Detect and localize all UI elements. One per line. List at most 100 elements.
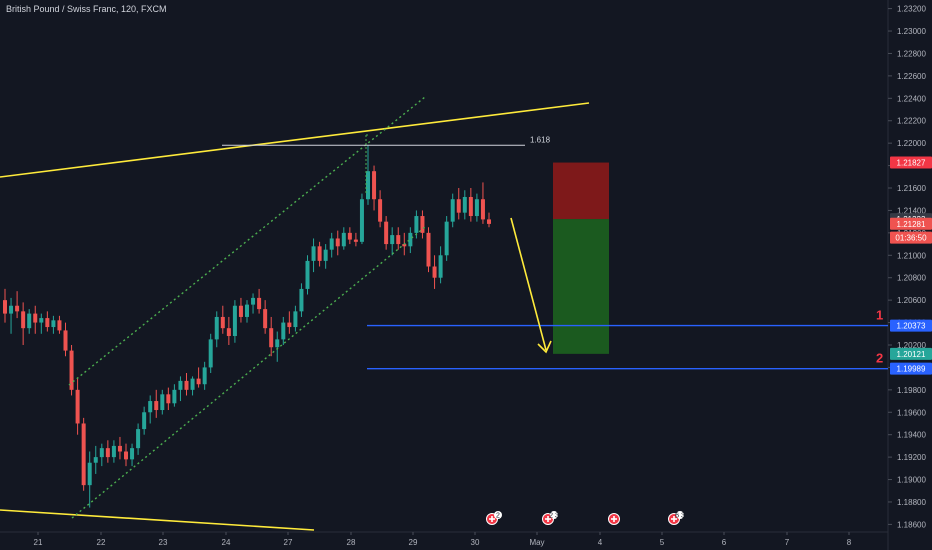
- x-tick-label: 4: [598, 538, 603, 547]
- candle-body: [111, 445, 116, 458]
- target-level-number: 2: [876, 351, 883, 366]
- candle: [166, 387, 171, 411]
- candle-body: [299, 288, 304, 312]
- candle-body: [172, 389, 177, 404]
- y-tick-label: 1.23000: [897, 27, 926, 36]
- candle-body: [402, 244, 407, 247]
- y-tick-label: 1.21400: [897, 206, 926, 215]
- candle: [27, 309, 32, 334]
- event-marker[interactable]: [608, 513, 620, 525]
- candle: [317, 241, 322, 267]
- candle: [93, 445, 98, 474]
- candle: [208, 333, 213, 374]
- candle-body: [323, 249, 328, 261]
- candle-body: [305, 260, 310, 289]
- candle-body: [21, 311, 26, 329]
- candle-body: [450, 199, 455, 222]
- price-badge: 1.19989: [890, 362, 932, 375]
- event-marker-count: 2 3: [549, 513, 559, 520]
- y-tick-label: 1.18800: [897, 498, 926, 507]
- price-badge-label: 1.21827: [897, 159, 926, 168]
- candle-body: [3, 300, 7, 314]
- candle: [281, 316, 286, 345]
- candle: [111, 440, 116, 463]
- event-marker[interactable]: 6 3: [668, 511, 685, 525]
- candle-body: [420, 216, 425, 233]
- candle-body: [160, 394, 165, 411]
- candle: [75, 378, 80, 435]
- candle: [117, 436, 122, 460]
- candle: [220, 305, 225, 334]
- candle-body: [99, 448, 104, 458]
- candle-body: [154, 401, 159, 411]
- upper-trendline[interactable]: [0, 102, 590, 178]
- price-badge: 1.21281: [890, 217, 932, 230]
- x-tick-label: 28: [347, 538, 356, 547]
- fib-level-label: 1.618: [530, 135, 551, 144]
- candle: [438, 246, 443, 284]
- candle-body: [87, 462, 92, 486]
- candle: [105, 440, 110, 463]
- candle: [136, 423, 141, 455]
- candle: [257, 288, 262, 314]
- price-badge: 1.20121: [890, 347, 932, 360]
- event-marker[interactable]: 2 3: [542, 511, 559, 525]
- position-stop-zone[interactable]: [553, 162, 609, 220]
- candle-body: [69, 350, 74, 390]
- candle: [432, 255, 437, 289]
- channel-lower-line[interactable]: [71, 226, 426, 519]
- candle-body: [359, 199, 364, 242]
- candle-body: [378, 199, 383, 222]
- event-marker-count: 2: [496, 513, 500, 520]
- x-tick-label: 5: [660, 538, 665, 547]
- candle: [305, 255, 310, 295]
- candle: [347, 227, 352, 245]
- y-tick-label: 1.21000: [897, 251, 926, 260]
- candle-body: [148, 401, 153, 413]
- candle: [487, 212, 491, 228]
- candle: [251, 293, 256, 314]
- y-tick-label: 1.23200: [897, 5, 926, 14]
- price-badge-label: 1.19989: [897, 365, 926, 374]
- candle-body: [245, 304, 249, 317]
- candle: [81, 417, 86, 491]
- candle: [178, 376, 183, 402]
- candle: [190, 376, 195, 396]
- x-tick-label: 24: [222, 538, 231, 547]
- candle: [69, 344, 74, 396]
- chart-title: British Pound / Swiss Franc, 120, FXCM: [6, 4, 167, 14]
- candle-body: [81, 423, 86, 486]
- candle: [154, 389, 159, 418]
- candle-body: [251, 297, 256, 305]
- candle-body: [317, 246, 322, 261]
- price-badge: 1.20373: [890, 319, 932, 332]
- x-tick-label: 6: [722, 538, 727, 547]
- position-target-zone[interactable]: [553, 219, 609, 354]
- candle: [33, 305, 38, 334]
- y-tick-label: 1.19600: [897, 408, 926, 417]
- event-marker[interactable]: 2: [486, 511, 503, 525]
- candle-body: [93, 457, 98, 463]
- lower-trendline[interactable]: [0, 509, 315, 531]
- candle: [353, 232, 358, 247]
- candle-body: [257, 297, 262, 310]
- candle: [299, 283, 304, 317]
- candle: [287, 311, 292, 334]
- candle: [160, 389, 165, 415]
- candle-body: [75, 389, 80, 424]
- x-tick-label: 23: [159, 538, 168, 547]
- candle-body: [238, 305, 243, 317]
- candle-body: [57, 320, 62, 331]
- y-tick-label: 1.20600: [897, 296, 926, 305]
- candle-body: [480, 199, 485, 220]
- x-tick-label: 29: [409, 538, 418, 547]
- candle: [420, 210, 425, 239]
- x-tick-label: May: [529, 538, 544, 547]
- candle: [57, 315, 62, 334]
- candle: [378, 190, 383, 228]
- candle: [390, 227, 395, 256]
- x-tick-label: 22: [97, 538, 106, 547]
- candle: [130, 443, 135, 467]
- candle-body: [190, 378, 195, 390]
